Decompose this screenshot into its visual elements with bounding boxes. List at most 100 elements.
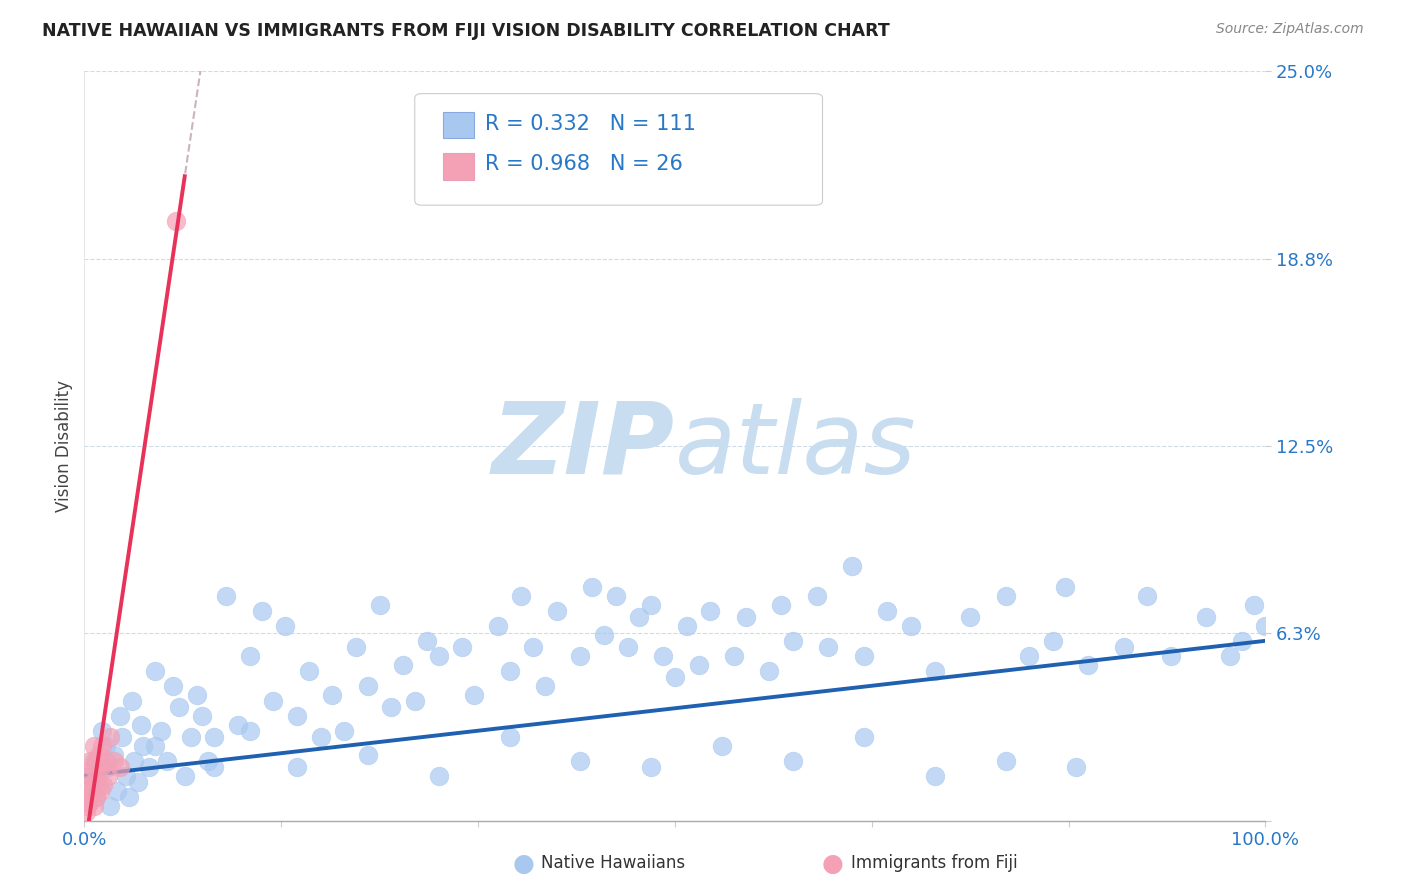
Point xyxy=(285,708,308,723)
Text: Native Hawaiians: Native Hawaiians xyxy=(541,855,686,872)
Point xyxy=(841,558,863,573)
Point xyxy=(84,789,107,804)
Point xyxy=(770,598,793,612)
Point xyxy=(463,688,485,702)
Point xyxy=(103,754,125,768)
Point xyxy=(186,688,208,702)
Point xyxy=(114,769,136,783)
Point xyxy=(94,739,117,753)
Point xyxy=(202,760,225,774)
Point xyxy=(87,747,110,762)
Point xyxy=(138,760,160,774)
Point xyxy=(98,730,121,744)
Point xyxy=(510,589,533,603)
Text: ●: ● xyxy=(512,852,534,875)
Point xyxy=(581,580,603,594)
Point xyxy=(1230,633,1253,648)
Point xyxy=(80,783,103,797)
Point xyxy=(79,769,101,783)
Point xyxy=(86,769,108,783)
Point xyxy=(546,604,568,618)
Point xyxy=(89,783,111,797)
Point xyxy=(91,778,114,792)
Point xyxy=(262,694,284,708)
Point xyxy=(298,664,321,678)
Point xyxy=(628,610,651,624)
Point xyxy=(83,754,105,768)
Point xyxy=(734,610,756,624)
Point xyxy=(91,739,114,753)
Point xyxy=(876,604,898,618)
Point xyxy=(723,648,745,663)
Point xyxy=(593,628,616,642)
Point xyxy=(569,648,592,663)
Point xyxy=(1254,619,1277,633)
Point xyxy=(76,798,98,813)
Point xyxy=(97,769,120,783)
Text: ZIP: ZIP xyxy=(492,398,675,494)
Point xyxy=(357,747,380,762)
Point xyxy=(711,739,734,753)
Point xyxy=(852,648,875,663)
Point xyxy=(675,619,697,633)
Text: ●: ● xyxy=(821,852,844,875)
Point xyxy=(121,694,143,708)
Point xyxy=(1195,610,1218,624)
Point xyxy=(994,589,1017,603)
Point xyxy=(191,708,214,723)
Point xyxy=(202,730,225,744)
Point xyxy=(167,699,190,714)
Point xyxy=(197,754,219,768)
Point xyxy=(534,679,557,693)
Point xyxy=(522,640,544,654)
Point xyxy=(1112,640,1135,654)
Point xyxy=(664,670,686,684)
Point xyxy=(959,610,981,624)
Point xyxy=(852,730,875,744)
Point xyxy=(333,723,356,738)
Point xyxy=(166,214,188,228)
Point xyxy=(782,633,804,648)
Point xyxy=(107,783,129,797)
Point xyxy=(274,619,297,633)
Point xyxy=(180,730,202,744)
Point xyxy=(156,754,179,768)
Point xyxy=(215,589,238,603)
Point xyxy=(127,774,149,789)
Point xyxy=(83,739,105,753)
Point xyxy=(486,619,509,633)
Point xyxy=(132,739,155,753)
Point xyxy=(87,778,110,792)
Point xyxy=(380,699,402,714)
Point xyxy=(77,789,100,804)
Point xyxy=(498,730,520,744)
Point xyxy=(90,760,112,774)
Point xyxy=(344,640,367,654)
Point xyxy=(1053,580,1076,594)
Point xyxy=(321,688,343,702)
Point xyxy=(1018,648,1040,663)
Point xyxy=(817,640,839,654)
Point xyxy=(77,796,100,810)
Point xyxy=(84,778,107,792)
Text: R = 0.332   N = 111: R = 0.332 N = 111 xyxy=(485,114,696,134)
Point xyxy=(108,708,131,723)
Text: Source: ZipAtlas.com: Source: ZipAtlas.com xyxy=(1216,22,1364,37)
Point xyxy=(392,657,415,672)
Point xyxy=(285,760,308,774)
Text: NATIVE HAWAIIAN VS IMMIGRANTS FROM FIJI VISION DISABILITY CORRELATION CHART: NATIVE HAWAIIAN VS IMMIGRANTS FROM FIJI … xyxy=(42,22,890,40)
Point xyxy=(368,598,391,612)
Point xyxy=(616,640,638,654)
Point xyxy=(699,604,721,618)
Point xyxy=(640,760,662,774)
Point xyxy=(1160,648,1182,663)
Point xyxy=(427,648,450,663)
Point xyxy=(1136,589,1159,603)
Point xyxy=(357,679,380,693)
Point xyxy=(82,760,104,774)
Point xyxy=(404,694,426,708)
Point xyxy=(108,760,131,774)
Point xyxy=(1243,598,1265,612)
Point xyxy=(94,754,117,768)
Point xyxy=(79,754,101,768)
